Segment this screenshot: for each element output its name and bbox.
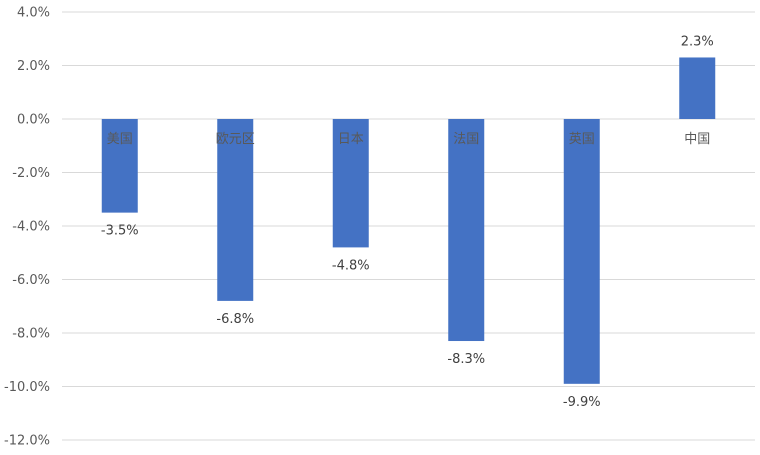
- gridlines: [62, 11, 755, 441]
- y-tick-label: -12.0%: [4, 434, 50, 449]
- data-label: -3.5%: [101, 224, 139, 239]
- bars: [101, 57, 716, 384]
- category-label: 中国: [684, 132, 710, 147]
- category-label: 欧元区: [216, 132, 255, 147]
- data-label: -4.8%: [332, 258, 370, 273]
- bar: [217, 119, 254, 301]
- bar: [563, 119, 600, 384]
- data-label: 2.3%: [681, 34, 714, 49]
- bar: [448, 119, 485, 342]
- y-tick-label: 4.0%: [17, 6, 50, 21]
- bar: [679, 57, 716, 119]
- y-tick-label: -10.0%: [4, 380, 50, 395]
- y-tick-label: -2.0%: [12, 166, 50, 181]
- y-axis-tick-labels: 4.0% 2.0% 0.0% -2.0% -4.0% -6.0% -8.0% -10.0% -1…: [4, 6, 50, 449]
- category-label: 法国: [453, 132, 479, 147]
- y-tick-label: -6.0%: [12, 273, 50, 288]
- data-label: -9.9%: [563, 395, 601, 410]
- y-tick-label: -4.0%: [12, 220, 50, 235]
- y-tick-label: 0.0%: [17, 113, 50, 128]
- category-label: 日本: [338, 132, 364, 147]
- y-tick-label: 2.0%: [17, 59, 50, 74]
- category-label: 英国: [569, 132, 595, 147]
- data-labels: -3.5% -6.8% -4.8% -8.3% -9.9% 2.3%: [101, 34, 714, 409]
- category-labels: 美国 欧元区 日本 法国 英国 中国: [107, 132, 711, 147]
- bar: [101, 119, 138, 213]
- y-tick-label: -8.0%: [12, 327, 50, 342]
- bar: [332, 119, 369, 248]
- category-label: 美国: [107, 132, 133, 147]
- data-label: -8.3%: [447, 352, 485, 367]
- data-label: -6.8%: [216, 312, 254, 327]
